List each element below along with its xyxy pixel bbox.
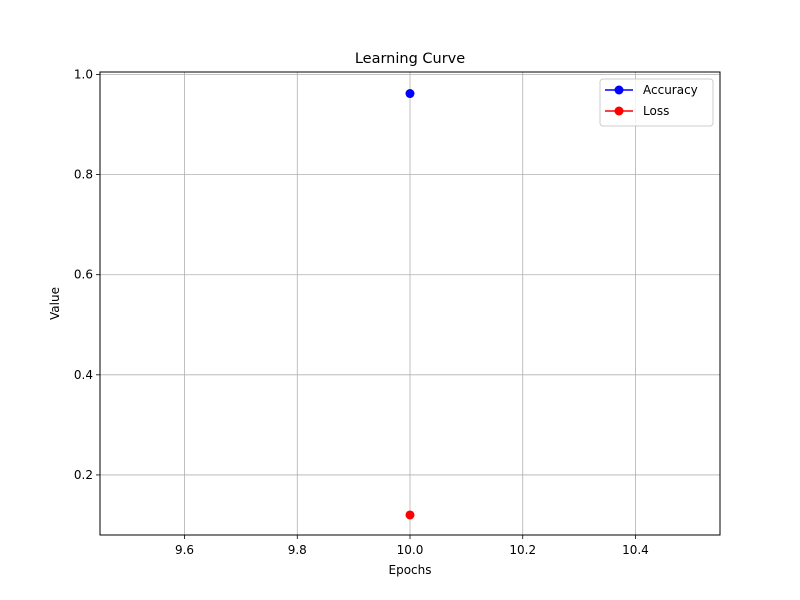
x-tick-label: 10.4 [622,543,649,557]
y-tick-label: 0.6 [74,268,93,282]
y-tick-label: 1.0 [74,68,93,82]
legend: Accuracy Loss [599,78,714,127]
loss-point [405,510,415,520]
accuracy-legend-label: Accuracy [643,83,698,97]
x-axis-label: Epochs [389,563,432,577]
y-tick-label: 0.4 [74,368,93,382]
x-tick-label: 10.2 [509,543,536,557]
loss-legend-marker [614,106,624,116]
series-layer [405,89,415,520]
y-tick-label: 0.2 [74,468,93,482]
accuracy-legend-marker [614,85,624,95]
loss-legend-label: Loss [643,104,669,118]
x-tick-label: 9.8 [288,543,307,557]
y-axis-label: Value [48,287,62,320]
x-tick-label: 9.6 [175,543,194,557]
accuracy-point [405,89,415,99]
y-tick-label: 0.8 [74,168,93,182]
tick-layer: 9.6 9.8 10.0 10.2 10.4 0.2 0.4 0.6 0.8 1.0 [74,68,649,557]
x-tick-label: 10.0 [397,543,424,557]
chart-title: Learning Curve [355,51,465,67]
grid-layer [100,72,720,535]
